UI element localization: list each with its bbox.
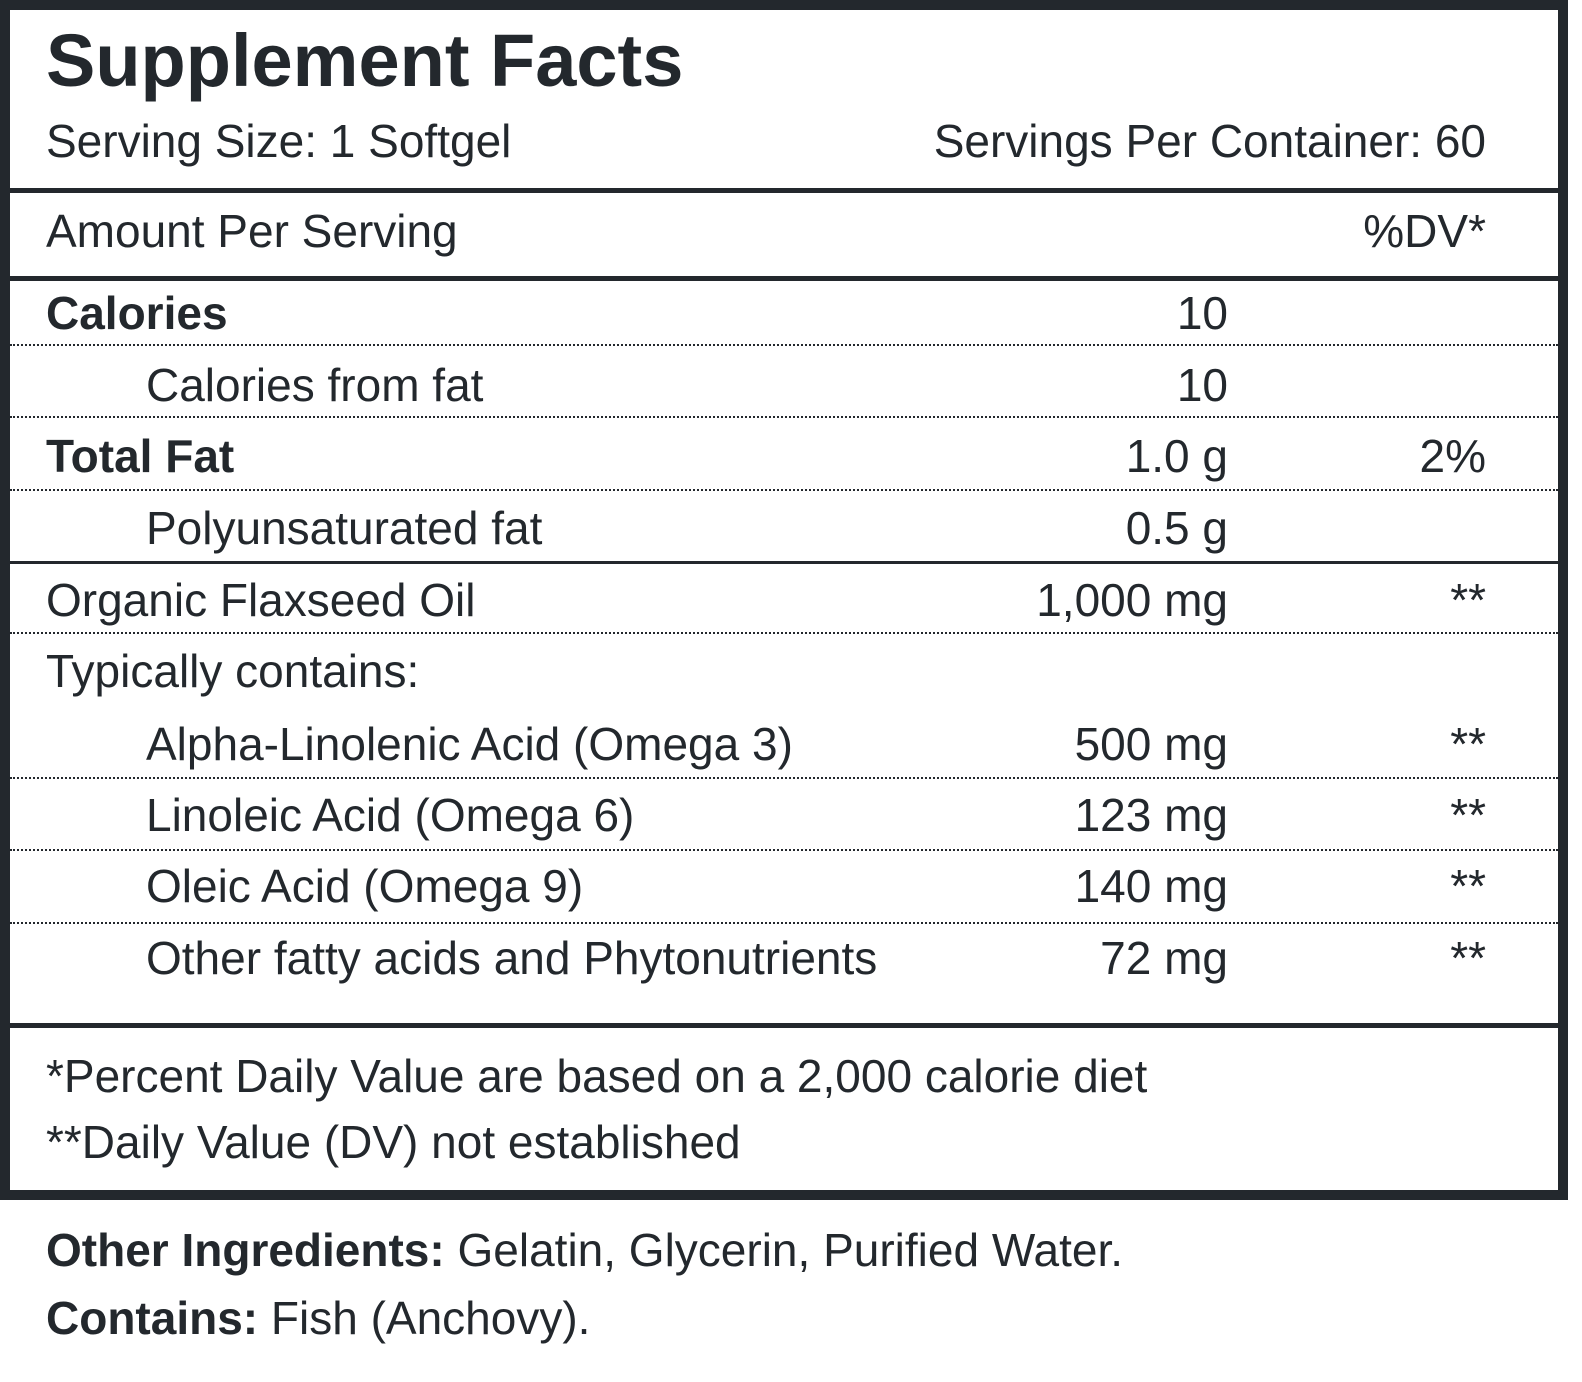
row-name: Oleic Acid (Omega 9) bbox=[146, 860, 584, 912]
row-dv: ** bbox=[1450, 789, 1486, 841]
row-separator bbox=[10, 561, 1558, 564]
row-dv: ** bbox=[1450, 932, 1486, 984]
row-amount: 500 mg bbox=[1074, 718, 1228, 770]
row-amount: 123 mg bbox=[1074, 789, 1228, 841]
row-name: Polyunsaturated fat bbox=[146, 502, 543, 554]
serving-size: Serving Size: 1 Softgel bbox=[46, 115, 512, 167]
text: Gelatin, Glycerin, Purified Water. bbox=[457, 1224, 1124, 1276]
row-name: Calories bbox=[46, 287, 228, 339]
text: Fish (Anchovy). bbox=[270, 1292, 591, 1344]
servings-per-container: Servings Per Container: 60 bbox=[933, 115, 1486, 167]
footnote: **Daily Value (DV) not established bbox=[46, 1116, 741, 1168]
footnote: *Percent Daily Value are based on a 2,00… bbox=[46, 1050, 1148, 1102]
title: Supplement Facts bbox=[46, 19, 684, 102]
row-name: Organic Flaxseed Oil bbox=[46, 574, 476, 626]
row-name: Alpha-Linolenic Acid (Omega 3) bbox=[146, 718, 793, 770]
row-amount: 10 bbox=[1176, 359, 1228, 411]
row-amount: 0.5 g bbox=[1125, 502, 1228, 554]
row-separator bbox=[10, 777, 1558, 779]
divider bbox=[10, 276, 1558, 281]
divider bbox=[10, 188, 1558, 193]
row-separator bbox=[10, 849, 1558, 851]
amount-header: Amount Per Serving bbox=[46, 205, 458, 257]
label: Contains: bbox=[46, 1292, 259, 1344]
row-name: Other fatty acids and Phytonutrients bbox=[146, 932, 878, 984]
row-separator bbox=[10, 344, 1558, 346]
row-name: Calories from fat bbox=[146, 359, 484, 411]
divider bbox=[10, 1023, 1558, 1028]
row-separator bbox=[10, 632, 1558, 634]
row-amount: 1,000 mg bbox=[1036, 574, 1228, 626]
row-dv: ** bbox=[1450, 718, 1486, 770]
row-dv: ** bbox=[1450, 574, 1486, 626]
row-separator bbox=[10, 416, 1558, 418]
contains: Contains: Fish (Anchovy). bbox=[46, 1290, 590, 1346]
row-name: Typically contains: bbox=[46, 645, 420, 697]
row-amount: 10 bbox=[1176, 287, 1228, 339]
row-amount: 1.0 g bbox=[1125, 430, 1228, 482]
label: Other Ingredients: bbox=[46, 1224, 445, 1276]
row-dv: ** bbox=[1450, 860, 1486, 912]
row-amount: 140 mg bbox=[1074, 860, 1228, 912]
facts-panel bbox=[0, 0, 1568, 1200]
row-amount: 72 mg bbox=[1100, 932, 1228, 984]
dv-header: %DV* bbox=[1363, 205, 1486, 257]
row-separator bbox=[10, 922, 1558, 924]
row-separator bbox=[10, 489, 1558, 491]
row-name: Linoleic Acid (Omega 6) bbox=[146, 789, 635, 841]
row-dv: 2% bbox=[1419, 430, 1486, 482]
other-ingredients: Other Ingredients: Gelatin, Glycerin, Pu… bbox=[46, 1222, 1123, 1278]
row-name: Total Fat bbox=[46, 430, 235, 482]
